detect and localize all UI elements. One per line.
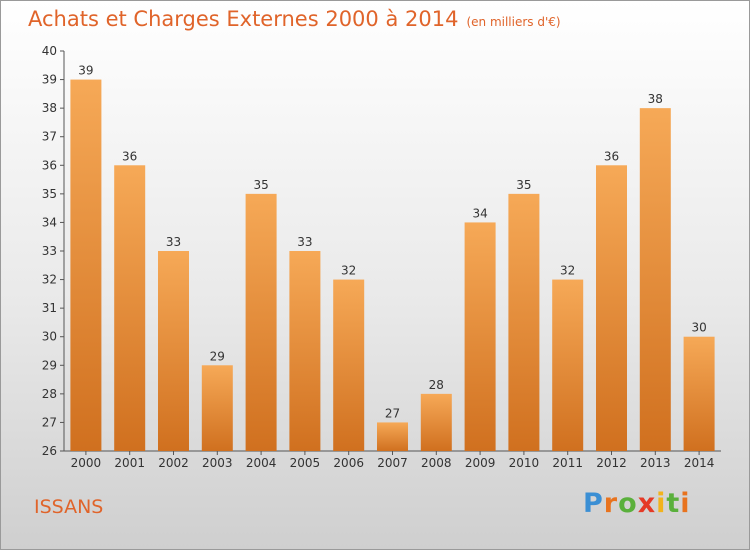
bar-value-label: 27: [385, 406, 400, 420]
y-tick-label: 32: [42, 273, 57, 287]
bar: [420, 393, 452, 451]
x-tick-label: 2011: [552, 456, 583, 470]
x-tick-label: 2000: [71, 456, 102, 470]
x-tick-label: 2009: [465, 456, 496, 470]
y-tick-label: 33: [42, 244, 57, 258]
x-tick-label: 2006: [333, 456, 364, 470]
bar: [114, 165, 146, 452]
y-tick-label: 26: [42, 444, 57, 458]
bar-value-label: 33: [297, 235, 312, 249]
bar-value-label: 35: [516, 178, 531, 192]
y-tick-label: 40: [42, 44, 57, 58]
bar-value-label: 36: [122, 149, 137, 163]
x-tick-label: 2007: [377, 456, 408, 470]
bar-value-label: 35: [253, 178, 268, 192]
bar-value-label: 34: [472, 206, 487, 220]
x-tick-label: 2012: [596, 456, 627, 470]
bar: [596, 165, 627, 452]
y-tick-label: 31: [42, 301, 57, 315]
y-tick-label: 36: [42, 158, 57, 172]
x-tick-label: 2003: [202, 456, 233, 470]
bar-value-label: 38: [648, 92, 663, 106]
bar: [508, 193, 540, 451]
bar: [70, 79, 102, 452]
bar-value-label: 32: [341, 264, 356, 278]
chart-title: Achats et Charges Externes 2000 à 2014 (e…: [28, 7, 561, 31]
bar-value-label: 28: [429, 378, 444, 392]
y-tick-label: 27: [42, 415, 57, 429]
bar: [552, 279, 584, 451]
x-tick-label: 2001: [114, 456, 145, 470]
chart-unit: (en milliers d'€): [466, 15, 561, 29]
x-tick-label: 2014: [684, 456, 715, 470]
bar: [245, 193, 277, 451]
bar-value-label: 29: [210, 349, 225, 363]
bar-value-label: 39: [78, 64, 93, 78]
bar: [201, 365, 233, 451]
bar: [377, 422, 408, 451]
bar-value-label: 32: [560, 264, 575, 278]
bar: [639, 108, 671, 452]
bar-value-label: 36: [604, 149, 619, 163]
bar: [333, 279, 365, 451]
x-tick-label: 2013: [640, 456, 671, 470]
bar-value-label: 33: [166, 235, 181, 249]
y-tick-label: 28: [42, 387, 57, 401]
bar: [683, 336, 715, 451]
x-tick-label: 2002: [158, 456, 189, 470]
y-tick-label: 30: [42, 330, 57, 344]
chart-title-text: Achats et Charges Externes 2000 à 2014: [28, 7, 459, 31]
y-tick-label: 39: [42, 73, 57, 87]
commune-name: ISSANS: [34, 496, 104, 518]
x-tick-label: 2005: [290, 456, 321, 470]
y-tick-label: 37: [42, 130, 57, 144]
y-tick-label: 38: [42, 101, 57, 115]
bar: [158, 251, 189, 451]
bar: [464, 222, 496, 451]
x-tick-label: 2010: [509, 456, 540, 470]
bar: [289, 251, 321, 451]
bar-value-label: 30: [691, 321, 706, 335]
y-tick-label: 34: [42, 215, 57, 229]
x-tick-label: 2004: [246, 456, 277, 470]
y-tick-label: 35: [42, 187, 57, 201]
proxiti-logo[interactable]: Proxiti: [583, 488, 691, 519]
x-tick-label: 2008: [421, 456, 452, 470]
y-tick-label: 29: [42, 358, 57, 372]
